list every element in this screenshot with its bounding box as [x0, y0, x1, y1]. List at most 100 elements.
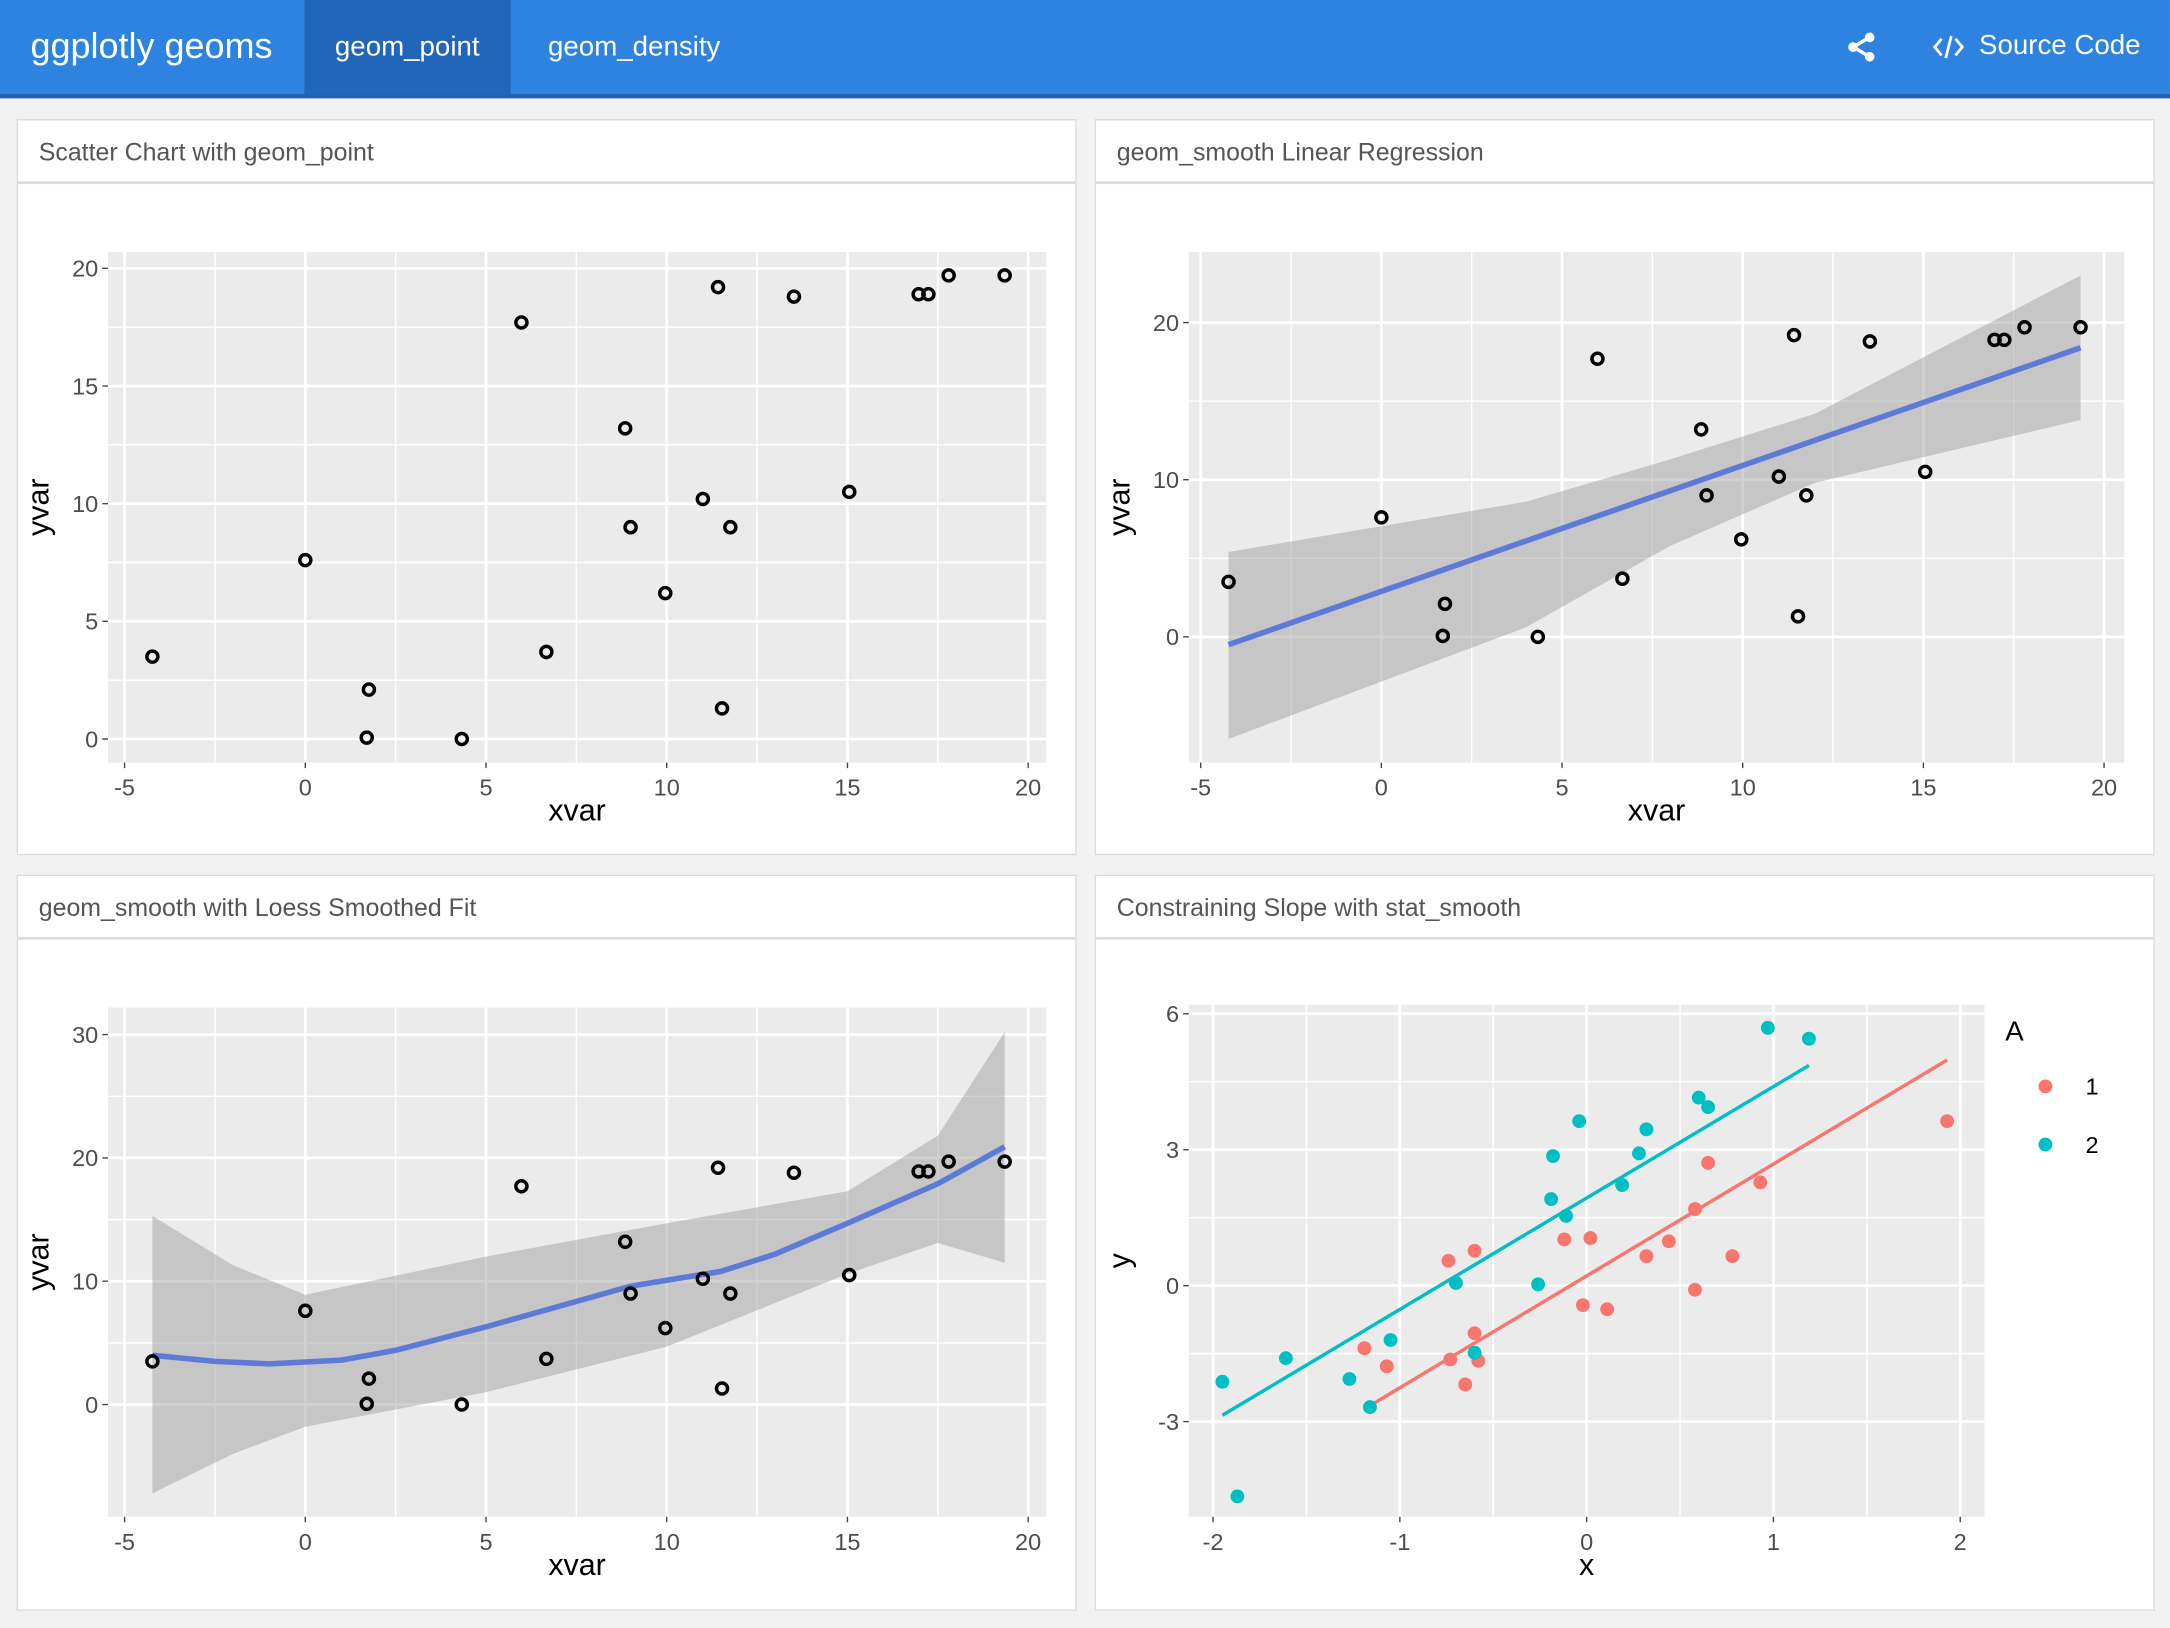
data-point: [723, 1286, 738, 1301]
data-point: [1997, 332, 2012, 348]
series-2-point: [1701, 1100, 1715, 1115]
data-point: [921, 1164, 936, 1179]
loess-chart[interactable]: -5 0 5 10 15 20 0 10 20 30 xvar yvar: [18, 876, 1078, 1612]
data-point: [454, 1397, 470, 1412]
series-1-point: [1379, 1359, 1394, 1374]
x-tick-label: 20: [2091, 775, 2117, 801]
plot-panel: [1188, 251, 2125, 763]
plot-panel: [107, 251, 1047, 763]
data-point: [617, 421, 633, 436]
tab-geom-point[interactable]: geom_point: [304, 0, 511, 95]
y-tick-label: 20: [72, 256, 98, 282]
data-point: [723, 519, 738, 535]
card-scatter: Scatter Chart with geom_point -5 0 5 10 15 20…: [16, 119, 1078, 856]
x-tick-label: 20: [1015, 1529, 1041, 1555]
data-point: [941, 1154, 956, 1169]
series-1-point: [1467, 1326, 1482, 1341]
series-1-point: [1583, 1231, 1598, 1245]
data-point: [1790, 609, 1806, 624]
scatter-chart[interactable]: -5 0 5 10 15 20 0 5 10 15 20 xvar yvar: [18, 120, 1078, 856]
data-point: [539, 1351, 554, 1367]
x-tick-label: -2: [1203, 1529, 1224, 1555]
data-point: [514, 315, 529, 330]
card-constrained-slope: Constraining Slope with stat_smooth -2 -1…: [1094, 874, 2156, 1612]
confidence-band: [1228, 275, 2081, 739]
series-2-point: [1363, 1400, 1377, 1415]
data-point: [1917, 464, 1933, 480]
data-point: [359, 730, 374, 745]
y-tick-label: 5: [85, 609, 98, 635]
series-1-point: [1661, 1234, 1676, 1249]
y-tick-label: 30: [72, 1022, 98, 1048]
series-2-point: [1531, 1277, 1545, 1292]
data-point: [539, 644, 554, 660]
card-title: geom_smooth with Loess Smoothed Fit: [17, 876, 1076, 940]
x-tick-label: -1: [1389, 1529, 1410, 1555]
navbar: ggplotly geoms geom_point geom_density S…: [0, 0, 2170, 99]
data-point: [786, 1165, 802, 1180]
x-tick-label: -5: [1190, 775, 1211, 801]
series-2-point: [1559, 1208, 1574, 1223]
series-1-point: [1557, 1232, 1572, 1247]
y-tick-label: 10: [72, 1269, 98, 1295]
linear-regression-chart[interactable]: -5 0 5 10 15 20 0 10 20 xvar yvar: [1096, 120, 2156, 856]
series-2-point: [1278, 1351, 1293, 1366]
data-point: [623, 1286, 638, 1301]
series-2-point: [1544, 1192, 1559, 1207]
series-1-point: [1753, 1175, 1768, 1190]
series-1-point: [1940, 1114, 1955, 1129]
data-point: [1771, 469, 1787, 484]
series-2-point: [1467, 1345, 1482, 1360]
series-2-point: [1215, 1374, 1230, 1389]
y-tick-label: -3: [1158, 1409, 1179, 1435]
data-point: [617, 1234, 633, 1250]
data-point: [1590, 351, 1605, 366]
x-tick-label: 5: [1555, 775, 1568, 801]
fit-line: [152, 1144, 1007, 1367]
plot-panel: [107, 1007, 1047, 1517]
series-1-point: [1600, 1302, 1615, 1317]
x-tick-label: 0: [299, 1529, 312, 1555]
data-point: [1615, 571, 1630, 586]
series-2-point: [1546, 1149, 1560, 1163]
data-point: [710, 1160, 726, 1176]
data-point: [997, 268, 1012, 283]
data-point: [695, 1271, 711, 1287]
source-code-button[interactable]: Source Code: [1932, 30, 2141, 62]
data-point: [2017, 320, 2032, 335]
data-point: [298, 1303, 313, 1319]
share-icon[interactable]: [1845, 30, 1878, 63]
x-tick-label: 15: [834, 1529, 860, 1555]
series-1-point: [1725, 1249, 1740, 1264]
x-tick-label: 15: [1910, 775, 1936, 801]
x-axis-title: xvar: [548, 1548, 606, 1582]
data-point: [714, 701, 730, 716]
x-tick-label: 10: [654, 1529, 680, 1555]
data-point: [1437, 596, 1453, 612]
series-2-fit-line: [1221, 1063, 1810, 1417]
data-point: [714, 1381, 730, 1396]
legend-label-2: 2: [2086, 1132, 2099, 1158]
data-point: [1221, 574, 1236, 590]
y-tick-label: 0: [85, 726, 98, 752]
series-1-point: [1639, 1249, 1654, 1264]
x-tick-label: 2: [1954, 1529, 1967, 1555]
y-axis-title: yvar: [1102, 478, 1136, 536]
constrained-slope-chart[interactable]: -2 -1 0 1 2 -3 0 3 6 x y A 1 2: [1096, 876, 2156, 1612]
card-title: Scatter Chart with geom_point: [17, 120, 1076, 185]
series-1-point: [1441, 1253, 1456, 1268]
x-tick-label: 20: [1015, 775, 1041, 801]
y-tick-label: 6: [1166, 1001, 1179, 1027]
data-point: [921, 286, 936, 302]
card-linear-regression: geom_smooth Linear Regression -5 0 5 10 15 20…: [1094, 119, 2156, 856]
app-title[interactable]: ggplotly geoms: [30, 24, 273, 67]
series-2-point: [1691, 1090, 1706, 1105]
tab-geom-density[interactable]: geom_density: [548, 31, 721, 63]
card-title: geom_smooth Linear Regression: [1096, 120, 2154, 185]
y-tick-label: 0: [1166, 1273, 1179, 1299]
data-point: [1530, 629, 1546, 645]
x-tick-label: -5: [114, 1529, 135, 1555]
data-point: [1786, 327, 1802, 343]
x-tick-label: 5: [479, 1529, 492, 1555]
x-tick-label: -5: [114, 775, 135, 801]
